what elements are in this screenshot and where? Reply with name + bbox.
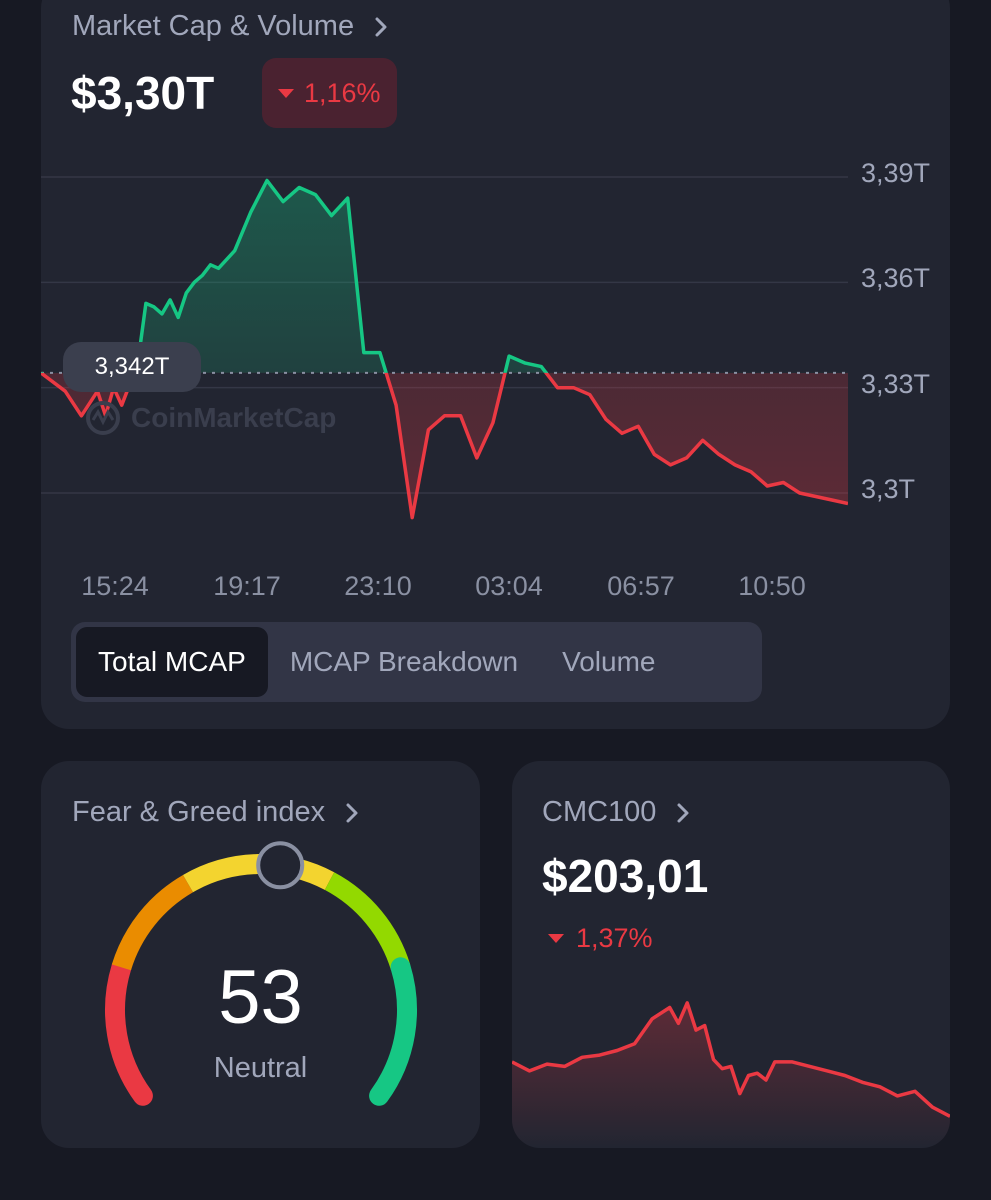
gauge-segment-greed	[324, 872, 411, 971]
x-axis-label: 10:50	[738, 571, 806, 601]
series-line-up	[41, 178, 549, 373]
y-axis-label: 3,36T	[861, 263, 931, 293]
x-axis-label: 23:10	[344, 571, 412, 601]
cmc100-value: $203,01	[542, 850, 709, 902]
cmc100-title-link[interactable]: CMC100	[542, 796, 694, 829]
gauge-segment-fear	[111, 874, 194, 971]
fear-greed-card[interactable]: Fear & Greed index 53 Neutral	[41, 761, 480, 1148]
chevron-right-icon	[677, 803, 689, 822]
cmc100-change: 1,37%	[548, 923, 653, 954]
fear-greed-label: Neutral	[213, 1052, 308, 1084]
cmc100-change-text: 1,37%	[576, 923, 653, 953]
tab-volume[interactable]: Volume	[562, 646, 656, 677]
series-line-down	[41, 372, 848, 520]
area-above-baseline	[41, 180, 547, 373]
y-axis-label: 3,33T	[861, 369, 931, 399]
x-axis-label: 19:17	[213, 571, 281, 601]
gauge-indicator-knob	[256, 841, 305, 890]
cmc100-card[interactable]: CMC100 $203,01 1,37%	[512, 761, 950, 1148]
cmc100-sparkline	[512, 1001, 950, 1148]
sparkline-line	[512, 1001, 950, 1118]
chart-tab-bar: Total MCAP MCAP Breakdown Volume	[71, 622, 762, 702]
market-cap-value: $3,30T	[71, 67, 215, 119]
sparkline-area	[512, 1002, 950, 1148]
market-cap-title-link[interactable]: Market Cap & Volume	[72, 10, 392, 43]
market-cap-card: Market Cap & Volume $3,30T 1,16% CoinMar…	[41, 0, 950, 729]
fear-greed-title-link[interactable]: Fear & Greed index	[72, 796, 363, 829]
x-axis-label: 03:04	[475, 571, 543, 601]
y-axis-label: 3,3T	[861, 474, 916, 504]
cmc100-title: CMC100	[542, 796, 657, 828]
y-axis-label: 3,39T	[861, 158, 931, 188]
x-axis-label: 15:24	[81, 571, 149, 601]
caret-down-icon	[278, 88, 294, 98]
watermark-text: CoinMarketCap	[131, 402, 337, 433]
coinmarketcap-logo-icon	[86, 401, 120, 435]
market-cap-change-badge: 1,16%	[262, 58, 397, 128]
market-cap-chart[interactable]	[41, 140, 848, 520]
fear-greed-gauge	[105, 841, 417, 1106]
gauge-segment-extreme-fear	[105, 957, 153, 1106]
chevron-right-icon	[375, 17, 387, 36]
chevron-right-icon	[346, 803, 358, 822]
fear-greed-title: Fear & Greed index	[72, 796, 326, 828]
area-below-baseline	[41, 372, 848, 518]
coinmarketcap-watermark: CoinMarketCap	[83, 400, 336, 436]
tab-mcap-breakdown[interactable]: MCAP Breakdown	[289, 646, 519, 677]
gauge-segment-extreme-greed	[369, 957, 417, 1106]
market-cap-change: 1,16%	[304, 77, 381, 108]
tab-total-mcap[interactable]: Total MCAP	[76, 627, 268, 697]
fear-greed-value: 53	[218, 955, 303, 1040]
caret-down-icon	[548, 934, 564, 943]
x-axis-label: 06:57	[607, 571, 675, 601]
market-cap-title: Market Cap & Volume	[72, 10, 355, 42]
crosshair-tooltip: 3,342T	[63, 342, 201, 392]
